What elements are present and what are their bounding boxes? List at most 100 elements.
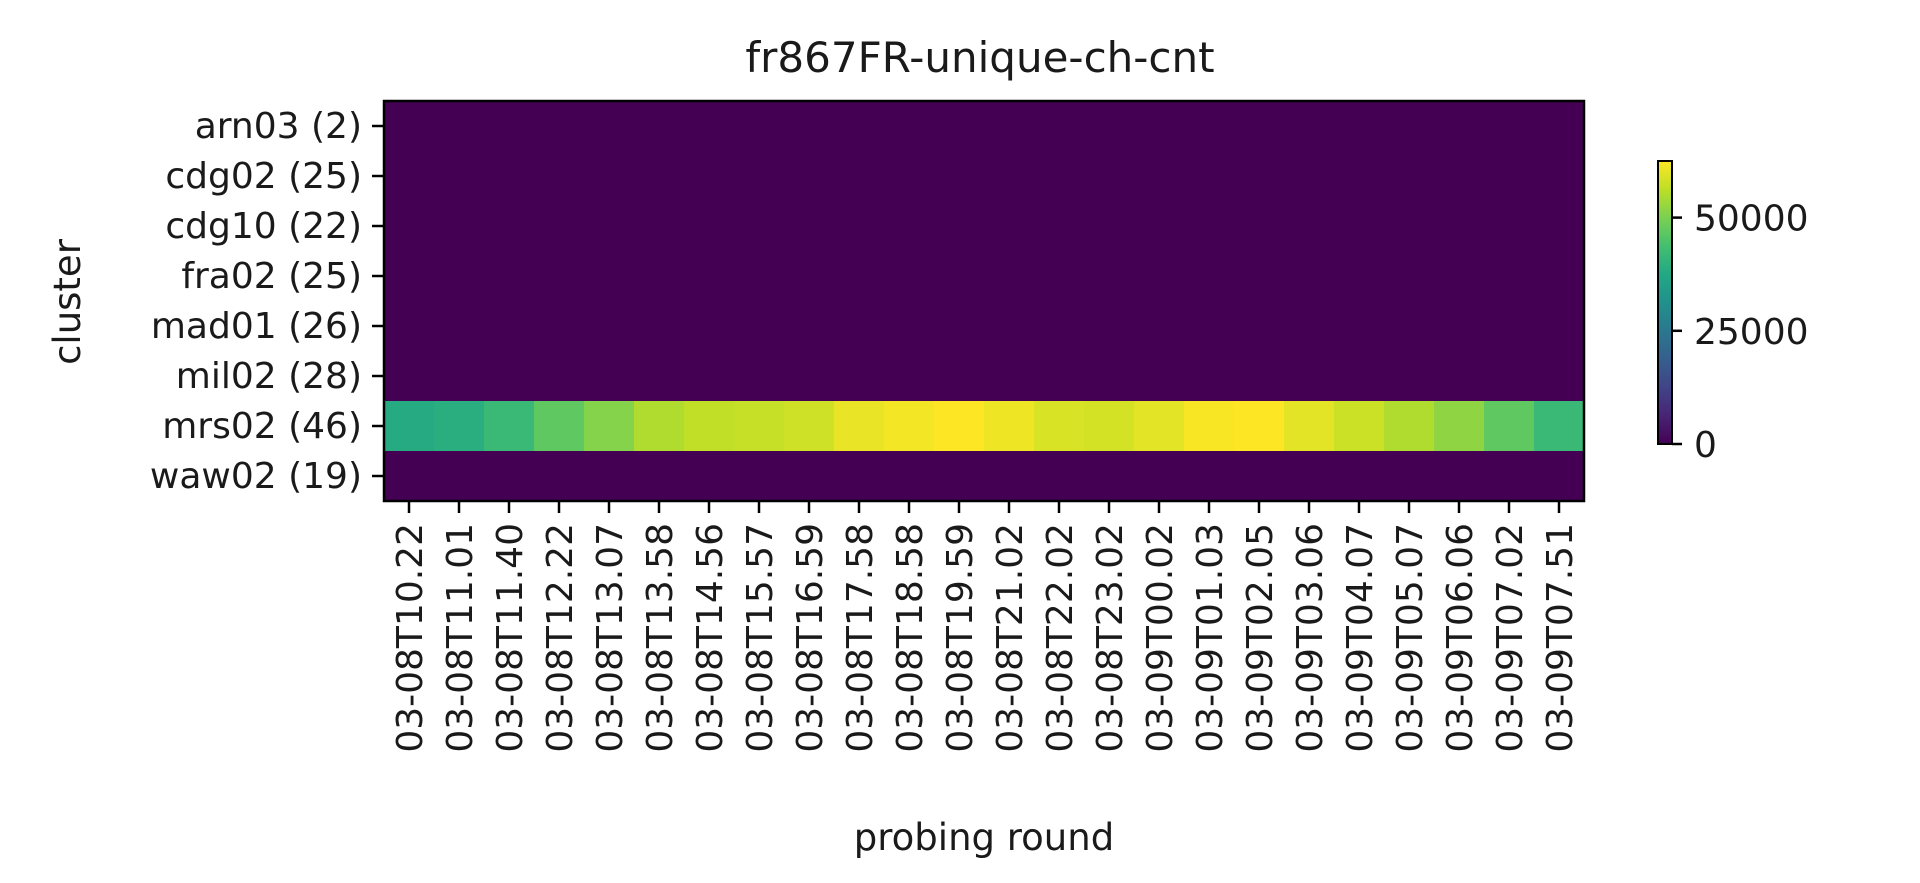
- heatmap-cell: [1084, 101, 1135, 152]
- heatmap-cell: [534, 451, 585, 502]
- heatmap-cell: [834, 101, 885, 152]
- heatmap-cell: [934, 101, 985, 152]
- x-tick-label: 03-08T23.02: [1090, 523, 1131, 753]
- heatmap-cell: [484, 301, 535, 352]
- x-tick-label: 03-08T13.07: [590, 523, 631, 753]
- heatmap-cell: [1084, 151, 1135, 202]
- heatmap-cell: [434, 201, 485, 252]
- heatmap-cell: [1134, 301, 1185, 352]
- heatmap-cell: [1534, 351, 1585, 402]
- heatmap-cell: [1234, 351, 1285, 402]
- heatmap-cell: [1084, 401, 1135, 452]
- heatmap-cell: [884, 151, 935, 202]
- heatmap-cell: [1434, 151, 1485, 202]
- colorbar-tick-label: 50000: [1694, 199, 1809, 240]
- heatmap-cell: [1434, 101, 1485, 152]
- x-tick-label: 03-08T17.58: [840, 523, 881, 753]
- heatmap-cell: [884, 351, 935, 402]
- heatmap-cell: [1534, 301, 1585, 352]
- heatmap-cell: [434, 251, 485, 302]
- x-tick-label: 03-08T14.56: [690, 523, 731, 753]
- heatmap-cell: [1484, 251, 1535, 302]
- heatmap-cell: [1484, 451, 1535, 502]
- heatmap-cell: [434, 151, 485, 202]
- heatmap-cell: [384, 251, 435, 302]
- heatmap-cell: [1184, 451, 1235, 502]
- heatmap-cell: [1384, 201, 1435, 252]
- heatmap-cell: [384, 151, 435, 202]
- heatmap-cell: [834, 151, 885, 202]
- heatmap-cell: [484, 251, 535, 302]
- heatmap-cell: [1284, 251, 1335, 302]
- heatmap-cell: [1084, 351, 1135, 402]
- heatmap-cell: [1034, 201, 1085, 252]
- heatmap-cell: [884, 451, 935, 502]
- x-tick-label: 03-08T11.01: [440, 523, 481, 753]
- heatmap-cell: [734, 451, 785, 502]
- x-tick-label: 03-08T15.57: [740, 523, 781, 753]
- heatmap-cell: [534, 301, 585, 352]
- heatmap-cell: [834, 401, 885, 452]
- heatmap-cell: [1434, 451, 1485, 502]
- heatmap-cell: [1334, 401, 1385, 452]
- heatmap-cell: [684, 301, 735, 352]
- heatmap-cell: [534, 351, 585, 402]
- x-tick-label: 03-09T01.03: [1190, 523, 1231, 753]
- heatmap-cell: [1384, 151, 1435, 202]
- heatmap-cell: [1334, 201, 1385, 252]
- y-tick-label: mrs02 (46): [162, 406, 362, 447]
- heatmap-cell: [584, 451, 635, 502]
- heatmap-cell: [1334, 251, 1385, 302]
- y-tick-label: mil02 (28): [176, 356, 362, 397]
- heatmap-cell: [834, 301, 885, 352]
- heatmap-cell: [784, 451, 835, 502]
- heatmap-cell: [1234, 301, 1285, 352]
- x-tick-label: 03-08T19.59: [940, 523, 981, 753]
- heatmap-cell: [1534, 201, 1585, 252]
- colorbar-tick-label: 25000: [1694, 312, 1809, 353]
- heatmap-cell: [734, 301, 785, 352]
- x-tick-label: 03-09T07.51: [1540, 523, 1581, 753]
- heatmap-cell: [1284, 101, 1335, 152]
- heatmap-cell: [1084, 301, 1135, 352]
- heatmap-cell: [584, 401, 635, 452]
- heatmap-cell: [1284, 351, 1335, 402]
- heatmap-cell: [1034, 301, 1085, 352]
- heatmap-cell: [1284, 401, 1335, 452]
- heatmap-cell: [884, 301, 935, 352]
- heatmap-cell: [934, 201, 985, 252]
- heatmap-cell: [1434, 351, 1485, 402]
- heatmap-cell: [534, 401, 585, 452]
- heatmap-cell: [784, 251, 835, 302]
- x-tick-label: 03-08T12.22: [540, 523, 581, 753]
- heatmap-cell: [834, 351, 885, 402]
- plot-frame: [382, 99, 1586, 503]
- x-tick-label: 03-09T07.02: [1490, 523, 1531, 753]
- heatmap-cell: [984, 201, 1035, 252]
- heatmap-cell: [684, 251, 735, 302]
- heatmap-cell: [484, 451, 535, 502]
- heatmap-cell: [684, 151, 735, 202]
- heatmap-cell: [484, 351, 535, 402]
- heatmap-cell: [634, 201, 685, 252]
- heatmap-cell: [1184, 251, 1235, 302]
- y-tick-label: arn03 (2): [195, 106, 362, 147]
- heatmap-cell: [1484, 151, 1535, 202]
- heatmap-cell: [1034, 101, 1085, 152]
- heatmap-cell: [1334, 301, 1385, 352]
- heatmap-cell: [1034, 451, 1085, 502]
- y-tick-label: waw02 (19): [150, 456, 362, 497]
- heatmap-cell: [634, 351, 685, 402]
- heatmap-cell: [784, 201, 835, 252]
- x-tick-label: 03-08T16.59: [790, 523, 831, 753]
- heatmap-cell: [634, 401, 685, 452]
- y-tick-label: mad01 (26): [151, 306, 362, 347]
- heatmap-cell: [684, 401, 735, 452]
- heatmap-cell: [1234, 201, 1285, 252]
- heatmap-cell: [1284, 301, 1335, 352]
- heatmap-cell: [934, 451, 985, 502]
- heatmap-cell: [534, 201, 585, 252]
- heatmap-cell: [1134, 401, 1185, 452]
- y-tick-label: fra02 (25): [181, 256, 362, 297]
- heatmap-cell: [1034, 351, 1085, 402]
